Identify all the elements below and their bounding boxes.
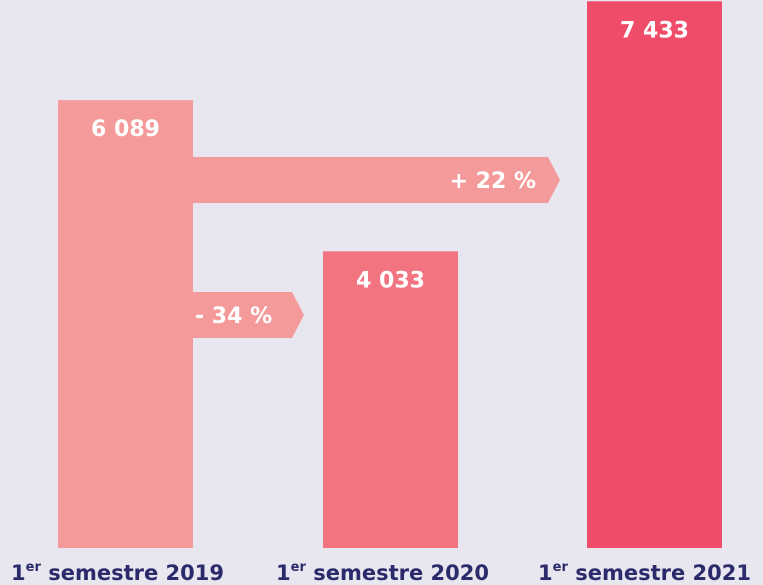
bar: [58, 100, 193, 548]
bar: [587, 1, 722, 548]
value-label: 6 089: [91, 117, 160, 142]
value-label: 4 033: [356, 268, 425, 293]
change-label: - 34 %: [195, 304, 272, 329]
change-arrow: [191, 157, 560, 203]
x-tick-label: 1er semestre 2019: [11, 560, 224, 585]
bar: [323, 251, 458, 549]
change-arrow: [191, 292, 304, 338]
change-label: + 22 %: [450, 169, 536, 194]
value-label: 7 433: [620, 18, 689, 43]
x-tick-label: 1er semestre 2021: [538, 560, 751, 585]
x-tick-label: 1er semestre 2020: [276, 560, 489, 585]
